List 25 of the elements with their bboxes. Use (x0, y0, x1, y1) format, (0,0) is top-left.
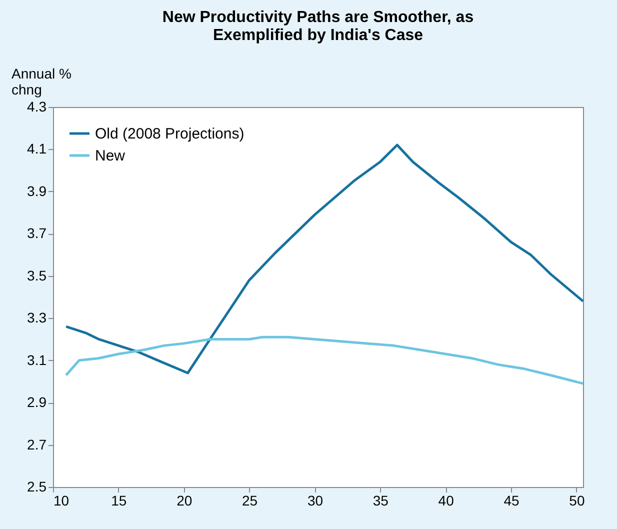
line-series (64, 144, 584, 374)
y-tick-label: 2.9 (27, 394, 47, 410)
y-tick-label: 2.5 (27, 478, 47, 494)
y-tick-label: 3.7 (27, 225, 47, 242)
y-tick-label: 3.3 (27, 310, 47, 326)
y-tick-label: 3.5 (27, 267, 47, 284)
y-tick-label: 4.3 (27, 98, 47, 114)
legend-label: Old (2008 Projections) (95, 126, 244, 142)
x-tick-label: 45 (504, 492, 520, 508)
chart-title: New Productivity Paths are Smoother, as Exemplified by India's Case (162, 9, 474, 44)
y-axis-title: Annual % chng (12, 66, 72, 98)
y-tick-label: 4.1 (27, 140, 47, 157)
x-tick-label: 15 (111, 492, 127, 508)
y-tick-label: 2.7 (27, 436, 47, 452)
legend-label: New (95, 148, 126, 164)
line-series (64, 336, 584, 385)
x-tick-label: 40 (438, 492, 454, 508)
x-tick-label: 25 (242, 492, 258, 508)
x-tick-label: 10 (54, 492, 70, 508)
x-tick-label: 50 (569, 492, 585, 508)
x-tick-label: 30 (307, 492, 324, 508)
x-tick-label: 20 (176, 492, 192, 508)
y-tick-label: 3.9 (27, 182, 47, 199)
x-tick-label: 35 (372, 492, 389, 508)
y-tick-label: 3.1 (27, 352, 47, 368)
